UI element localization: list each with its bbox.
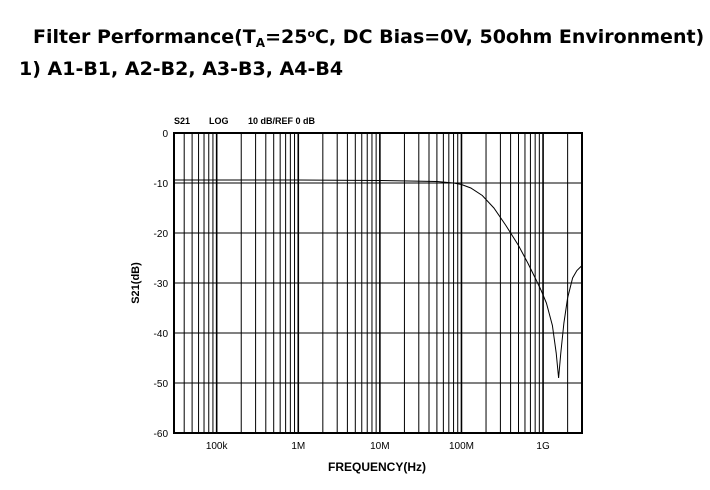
page-title: Filter Performance(TA=25oC, DC Bias=0V, …	[33, 26, 704, 50]
y-tick-label: -20	[154, 229, 169, 240]
y-tick-label: -40	[154, 329, 169, 340]
header-format: LOG	[209, 116, 229, 126]
x-tick-label: 1M	[291, 441, 305, 452]
title-text: Filter Performance(T	[33, 26, 256, 48]
section-heading: 1) A1-B1, A2-B2, A3-B3, A4-B4	[19, 58, 344, 80]
title-subscript: A	[255, 36, 266, 50]
y-tick-label: 0	[162, 129, 168, 140]
tick-labels: 100k 1M 10M 100M 1G 0 -10 -20 -30 -40 -50 -60	[154, 129, 550, 452]
y-tick-label: -10	[154, 179, 169, 190]
header-param: S21	[174, 116, 190, 126]
grid	[174, 133, 582, 433]
x-tick-label: 1G	[536, 441, 550, 452]
s21-trace	[174, 179, 583, 379]
x-axis-label: FREQUENCY(Hz)	[328, 460, 426, 474]
x-tick-label: 100k	[206, 441, 229, 452]
title-text-suffix: C, DC Bias=0V, 50ohm Environment)	[315, 26, 705, 48]
plot-frame	[173, 132, 583, 434]
header-scale: 10 dB/REF 0 dB	[248, 116, 316, 126]
x-tick-label: 100M	[449, 441, 474, 452]
title-text-mid: =25	[265, 26, 308, 48]
x-tick-label: 10M	[370, 441, 389, 452]
y-tick-label: -60	[154, 429, 169, 440]
y-tick-label: -50	[154, 379, 169, 390]
y-tick-label: -30	[154, 279, 169, 290]
title-superscript: o	[307, 27, 316, 40]
y-axis-label: S21(dB)	[130, 262, 142, 304]
